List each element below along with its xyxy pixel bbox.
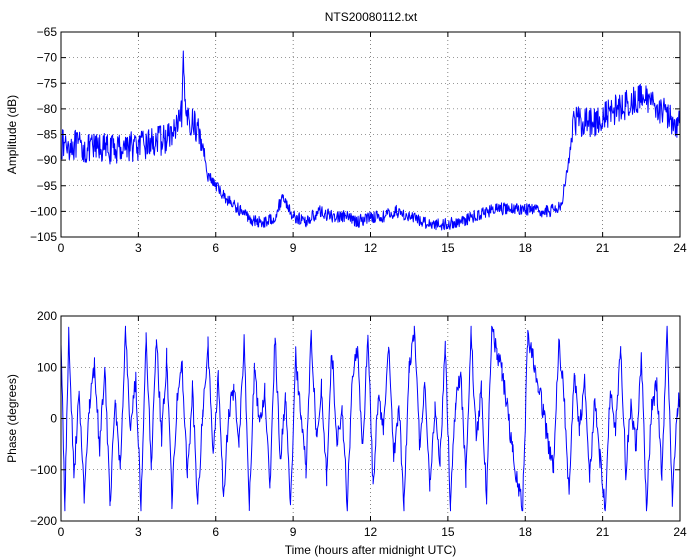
amplitude-x-tick-label: 12 [364, 241, 378, 255]
amplitude-y-tick-label: −100 [30, 204, 57, 218]
amplitude-x-tick-label: 18 [519, 241, 533, 255]
phase-y-tick-label: 0 [50, 412, 57, 426]
amplitude-grid [61, 32, 680, 237]
phase-y-tick-label: −200 [30, 514, 57, 528]
amplitude-y-tick-label: −75 [37, 76, 58, 90]
phase-x-axis-label: Time (hours after midnight UTC) [285, 543, 457, 557]
amplitude-x-tick-label: 15 [441, 241, 455, 255]
phase-ticks: 0 3 6 9 12 15 18 21 24 200 100 0 −100 −200 [30, 309, 687, 539]
phase-series-line [60, 325, 681, 512]
amplitude-y-tick-label: −70 [37, 51, 58, 65]
amplitude-x-tick-label: 24 [673, 241, 687, 255]
phase-x-tick-label: 12 [364, 525, 378, 539]
phase-x-tick-label: 3 [135, 525, 142, 539]
amplitude-plot-title: NTS20080112.txt [325, 10, 418, 24]
amplitude-x-tick-label: 9 [290, 241, 297, 255]
phase-x-tick-label: 9 [290, 525, 297, 539]
amplitude-y-tick-label: −65 [37, 25, 58, 39]
phase-trace-layer [60, 325, 681, 512]
phase-x-tick-label: 15 [441, 525, 455, 539]
phase-y-axis-label: Phase (degrees) [5, 374, 19, 463]
amplitude-trace-layer [60, 50, 681, 231]
amplitude-x-tick-label: 3 [135, 241, 142, 255]
amplitude-plot: NTS20080112.txt 0 3 6 9 12 15 18 21 24 −65 −70 −75 −… [5, 10, 687, 255]
amplitude-y-tick-label: −105 [30, 230, 57, 244]
amplitude-y-tick-label: −90 [37, 153, 58, 167]
amplitude-y-tick-label: −95 [37, 179, 58, 193]
amplitude-series-line [60, 50, 681, 231]
phase-x-tick-label: 0 [58, 525, 65, 539]
amplitude-y-tick-label: −80 [37, 102, 58, 116]
amplitude-x-tick-label: 21 [596, 241, 610, 255]
amplitude-x-tick-label: 6 [212, 241, 219, 255]
phase-x-tick-label: 6 [212, 525, 219, 539]
amplitude-y-tick-label: −85 [37, 128, 58, 142]
amplitude-x-tick-label: 0 [58, 241, 65, 255]
amplitude-y-axis-label: Amplitude (dB) [5, 95, 19, 174]
amplitude-ticks: 0 3 6 9 12 15 18 21 24 −65 −70 −75 −80 −85 −90 −95 −100 −… [30, 25, 687, 255]
phase-y-tick-label: −100 [30, 463, 57, 477]
phase-y-tick-label: 100 [37, 360, 57, 374]
phase-plot: 0 3 6 9 12 15 18 21 24 200 100 0 −100 −200 Phase (deg… [5, 309, 687, 557]
phase-x-tick-label: 24 [673, 525, 687, 539]
phase-y-tick-label: 200 [37, 309, 57, 323]
phase-x-tick-label: 18 [519, 525, 533, 539]
phase-x-tick-label: 21 [596, 525, 610, 539]
